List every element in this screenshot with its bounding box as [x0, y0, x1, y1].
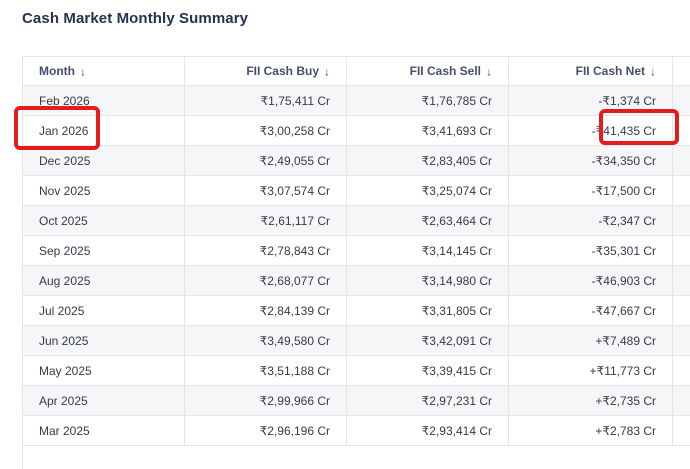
- fii-cash-net-cell: +₹2,735 Cr: [508, 385, 673, 416]
- extra-cell: [672, 115, 690, 146]
- column-header-label: FII Cash Net: [575, 64, 645, 78]
- fii-cash-sell-cell: ₹3,41,693 Cr: [346, 115, 509, 146]
- table-row-may-2025: May 2025 ₹3,51,188 Cr ₹3,39,415 Cr +₹11,773…: [22, 355, 690, 386]
- fii-cash-sell-cell: ₹2,63,464 Cr: [346, 205, 509, 236]
- table-row-jun-2025: Jun 2025 ₹3,49,580 Cr ₹3,42,091 Cr +₹7,489 …: [22, 325, 690, 356]
- fii-cash-buy-cell: ₹2,61,117 Cr: [184, 205, 347, 236]
- fii-cash-buy-cell: ₹2,99,966 Cr: [184, 385, 347, 416]
- fii-cash-sell-cell: ₹3,14,980 Cr: [346, 265, 509, 296]
- extra-cell: [672, 235, 690, 266]
- fii-cash-sell-cell: ₹1,76,785 Cr: [346, 85, 509, 116]
- column-header-label: FII Cash Sell: [409, 64, 481, 78]
- fii-cash-net-cell: -₹41,435 Cr: [508, 115, 673, 146]
- fii-cash-net-cell: +₹2,783 Cr: [508, 415, 673, 446]
- month-cell: Nov 2025: [22, 175, 185, 206]
- fii-cash-net-cell: -₹1,374 Cr: [508, 85, 673, 116]
- table-row-feb-2026: Feb 2026 ₹1,75,411 Cr ₹1,76,785 Cr -₹1,374 …: [22, 85, 690, 116]
- fii-cash-buy-cell: ₹2,68,077 Cr: [184, 265, 347, 296]
- extra-cell: [672, 325, 690, 356]
- sort-down-icon[interactable]: ↓: [650, 64, 656, 79]
- month-cell: Dec 2025: [22, 145, 185, 176]
- extra-cell: [672, 85, 690, 116]
- fii-cash-sell-cell: ₹3,42,091 Cr: [346, 325, 509, 356]
- fii-cash-sell-cell: ₹3,25,074 Cr: [346, 175, 509, 206]
- month-cell: Apr 2025: [22, 385, 185, 416]
- sort-down-icon[interactable]: ↓: [79, 64, 86, 79]
- table-body: Feb 2026 ₹1,75,411 Cr ₹1,76,785 Cr -₹1,374 …: [22, 85, 690, 446]
- table-left-border-extension: [22, 445, 23, 469]
- fii-cash-buy-cell: ₹3,07,574 Cr: [184, 175, 347, 206]
- month-cell: Mar 2025: [22, 415, 185, 446]
- column-header-extra: [672, 56, 690, 86]
- fii-cash-net-cell: -₹17,500 Cr: [508, 175, 673, 206]
- extra-cell: [672, 415, 690, 446]
- column-header-label: Month: [39, 64, 75, 78]
- month-cell: Sep 2025: [22, 235, 185, 266]
- fii-cash-sell-cell: ₹3,39,415 Cr: [346, 355, 509, 386]
- extra-cell: [672, 205, 690, 236]
- table-row-sep-2025: Sep 2025 ₹2,78,843 Cr ₹3,14,145 Cr -₹35,301…: [22, 235, 690, 266]
- fii-cash-buy-cell: ₹2,78,843 Cr: [184, 235, 347, 266]
- column-header-label: FII Cash Buy: [246, 64, 319, 78]
- fii-cash-net-cell: +₹11,773 Cr: [508, 355, 673, 386]
- sort-down-icon[interactable]: ↓: [324, 64, 330, 79]
- fii-cash-buy-cell: ₹2,84,139 Cr: [184, 295, 347, 326]
- extra-cell: [672, 355, 690, 386]
- fii-cash-buy-cell: ₹2,96,196 Cr: [184, 415, 347, 446]
- fii-cash-buy-cell: ₹3,49,580 Cr: [184, 325, 347, 356]
- fii-cash-sell-cell: ₹3,31,805 Cr: [346, 295, 509, 326]
- month-cell: Oct 2025: [22, 205, 185, 236]
- fii-cash-net-cell: -₹2,347 Cr: [508, 205, 673, 236]
- column-header-fii-cash-net[interactable]: FII Cash Net ↓: [508, 56, 673, 86]
- extra-cell: [672, 385, 690, 416]
- table-row-apr-2025: Apr 2025 ₹2,99,966 Cr ₹2,97,231 Cr +₹2,735 …: [22, 385, 690, 416]
- table-header: Month ↓ FII Cash Buy ↓ FII Cash Sell ↓ FII Cas…: [22, 56, 690, 86]
- column-header-fii-cash-buy[interactable]: FII Cash Buy ↓: [184, 56, 347, 86]
- table-row-mar-2025: Mar 2025 ₹2,96,196 Cr ₹2,93,414 Cr +₹2,783 …: [22, 415, 690, 446]
- fii-cash-buy-cell: ₹1,75,411 Cr: [184, 85, 347, 116]
- table-row-dec-2025: Dec 2025 ₹2,49,055 Cr ₹2,83,405 Cr -₹34,350…: [22, 145, 690, 176]
- fii-cash-buy-cell: ₹2,49,055 Cr: [184, 145, 347, 176]
- month-cell: Jul 2025: [22, 295, 185, 326]
- fii-cash-buy-cell: ₹3,00,258 Cr: [184, 115, 347, 146]
- column-header-month[interactable]: Month ↓: [22, 56, 185, 86]
- sort-down-icon[interactable]: ↓: [486, 64, 492, 79]
- table-row-aug-2025: Aug 2025 ₹2,68,077 Cr ₹3,14,980 Cr -₹46,903…: [22, 265, 690, 296]
- fii-cash-net-cell: +₹7,489 Cr: [508, 325, 673, 356]
- fii-cash-net-cell: -₹34,350 Cr: [508, 145, 673, 176]
- extra-cell: [672, 145, 690, 176]
- fii-cash-net-cell: -₹35,301 Cr: [508, 235, 673, 266]
- month-cell: Jun 2025: [22, 325, 185, 356]
- table-row-nov-2025: Nov 2025 ₹3,07,574 Cr ₹3,25,074 Cr -₹17,500…: [22, 175, 690, 206]
- table-row-oct-2025: Oct 2025 ₹2,61,117 Cr ₹2,63,464 Cr -₹2,347 …: [22, 205, 690, 236]
- fii-cash-net-cell: -₹47,667 Cr: [508, 295, 673, 326]
- month-cell: Aug 2025: [22, 265, 185, 296]
- table-row-jul-2025: Jul 2025 ₹2,84,139 Cr ₹3,31,805 Cr -₹47,667…: [22, 295, 690, 326]
- fii-cash-sell-cell: ₹3,14,145 Cr: [346, 235, 509, 266]
- extra-cell: [672, 175, 690, 206]
- cash-market-table-container: Month ↓ FII Cash Buy ↓ FII Cash Sell ↓ FII Cas…: [22, 56, 690, 446]
- extra-cell: [672, 295, 690, 326]
- month-cell: Jan 2026: [22, 115, 185, 146]
- page-title: Cash Market Monthly Summary: [22, 10, 249, 27]
- fii-cash-net-cell: -₹46,903 Cr: [508, 265, 673, 296]
- fii-cash-sell-cell: ₹2,83,405 Cr: [346, 145, 509, 176]
- cash-market-summary-table: Month ↓ FII Cash Buy ↓ FII Cash Sell ↓ FII Cas…: [22, 56, 690, 446]
- fii-cash-sell-cell: ₹2,93,414 Cr: [346, 415, 509, 446]
- table-row-jan-2026: Jan 2026 ₹3,00,258 Cr ₹3,41,693 Cr -₹41,435…: [22, 115, 690, 146]
- column-header-fii-cash-sell[interactable]: FII Cash Sell ↓: [346, 56, 509, 86]
- fii-cash-buy-cell: ₹3,51,188 Cr: [184, 355, 347, 386]
- month-cell: May 2025: [22, 355, 185, 386]
- extra-cell: [672, 265, 690, 296]
- month-cell: Feb 2026: [22, 85, 185, 116]
- fii-cash-sell-cell: ₹2,97,231 Cr: [346, 385, 509, 416]
- table-header-row: Month ↓ FII Cash Buy ↓ FII Cash Sell ↓ FII Cas…: [22, 56, 690, 86]
